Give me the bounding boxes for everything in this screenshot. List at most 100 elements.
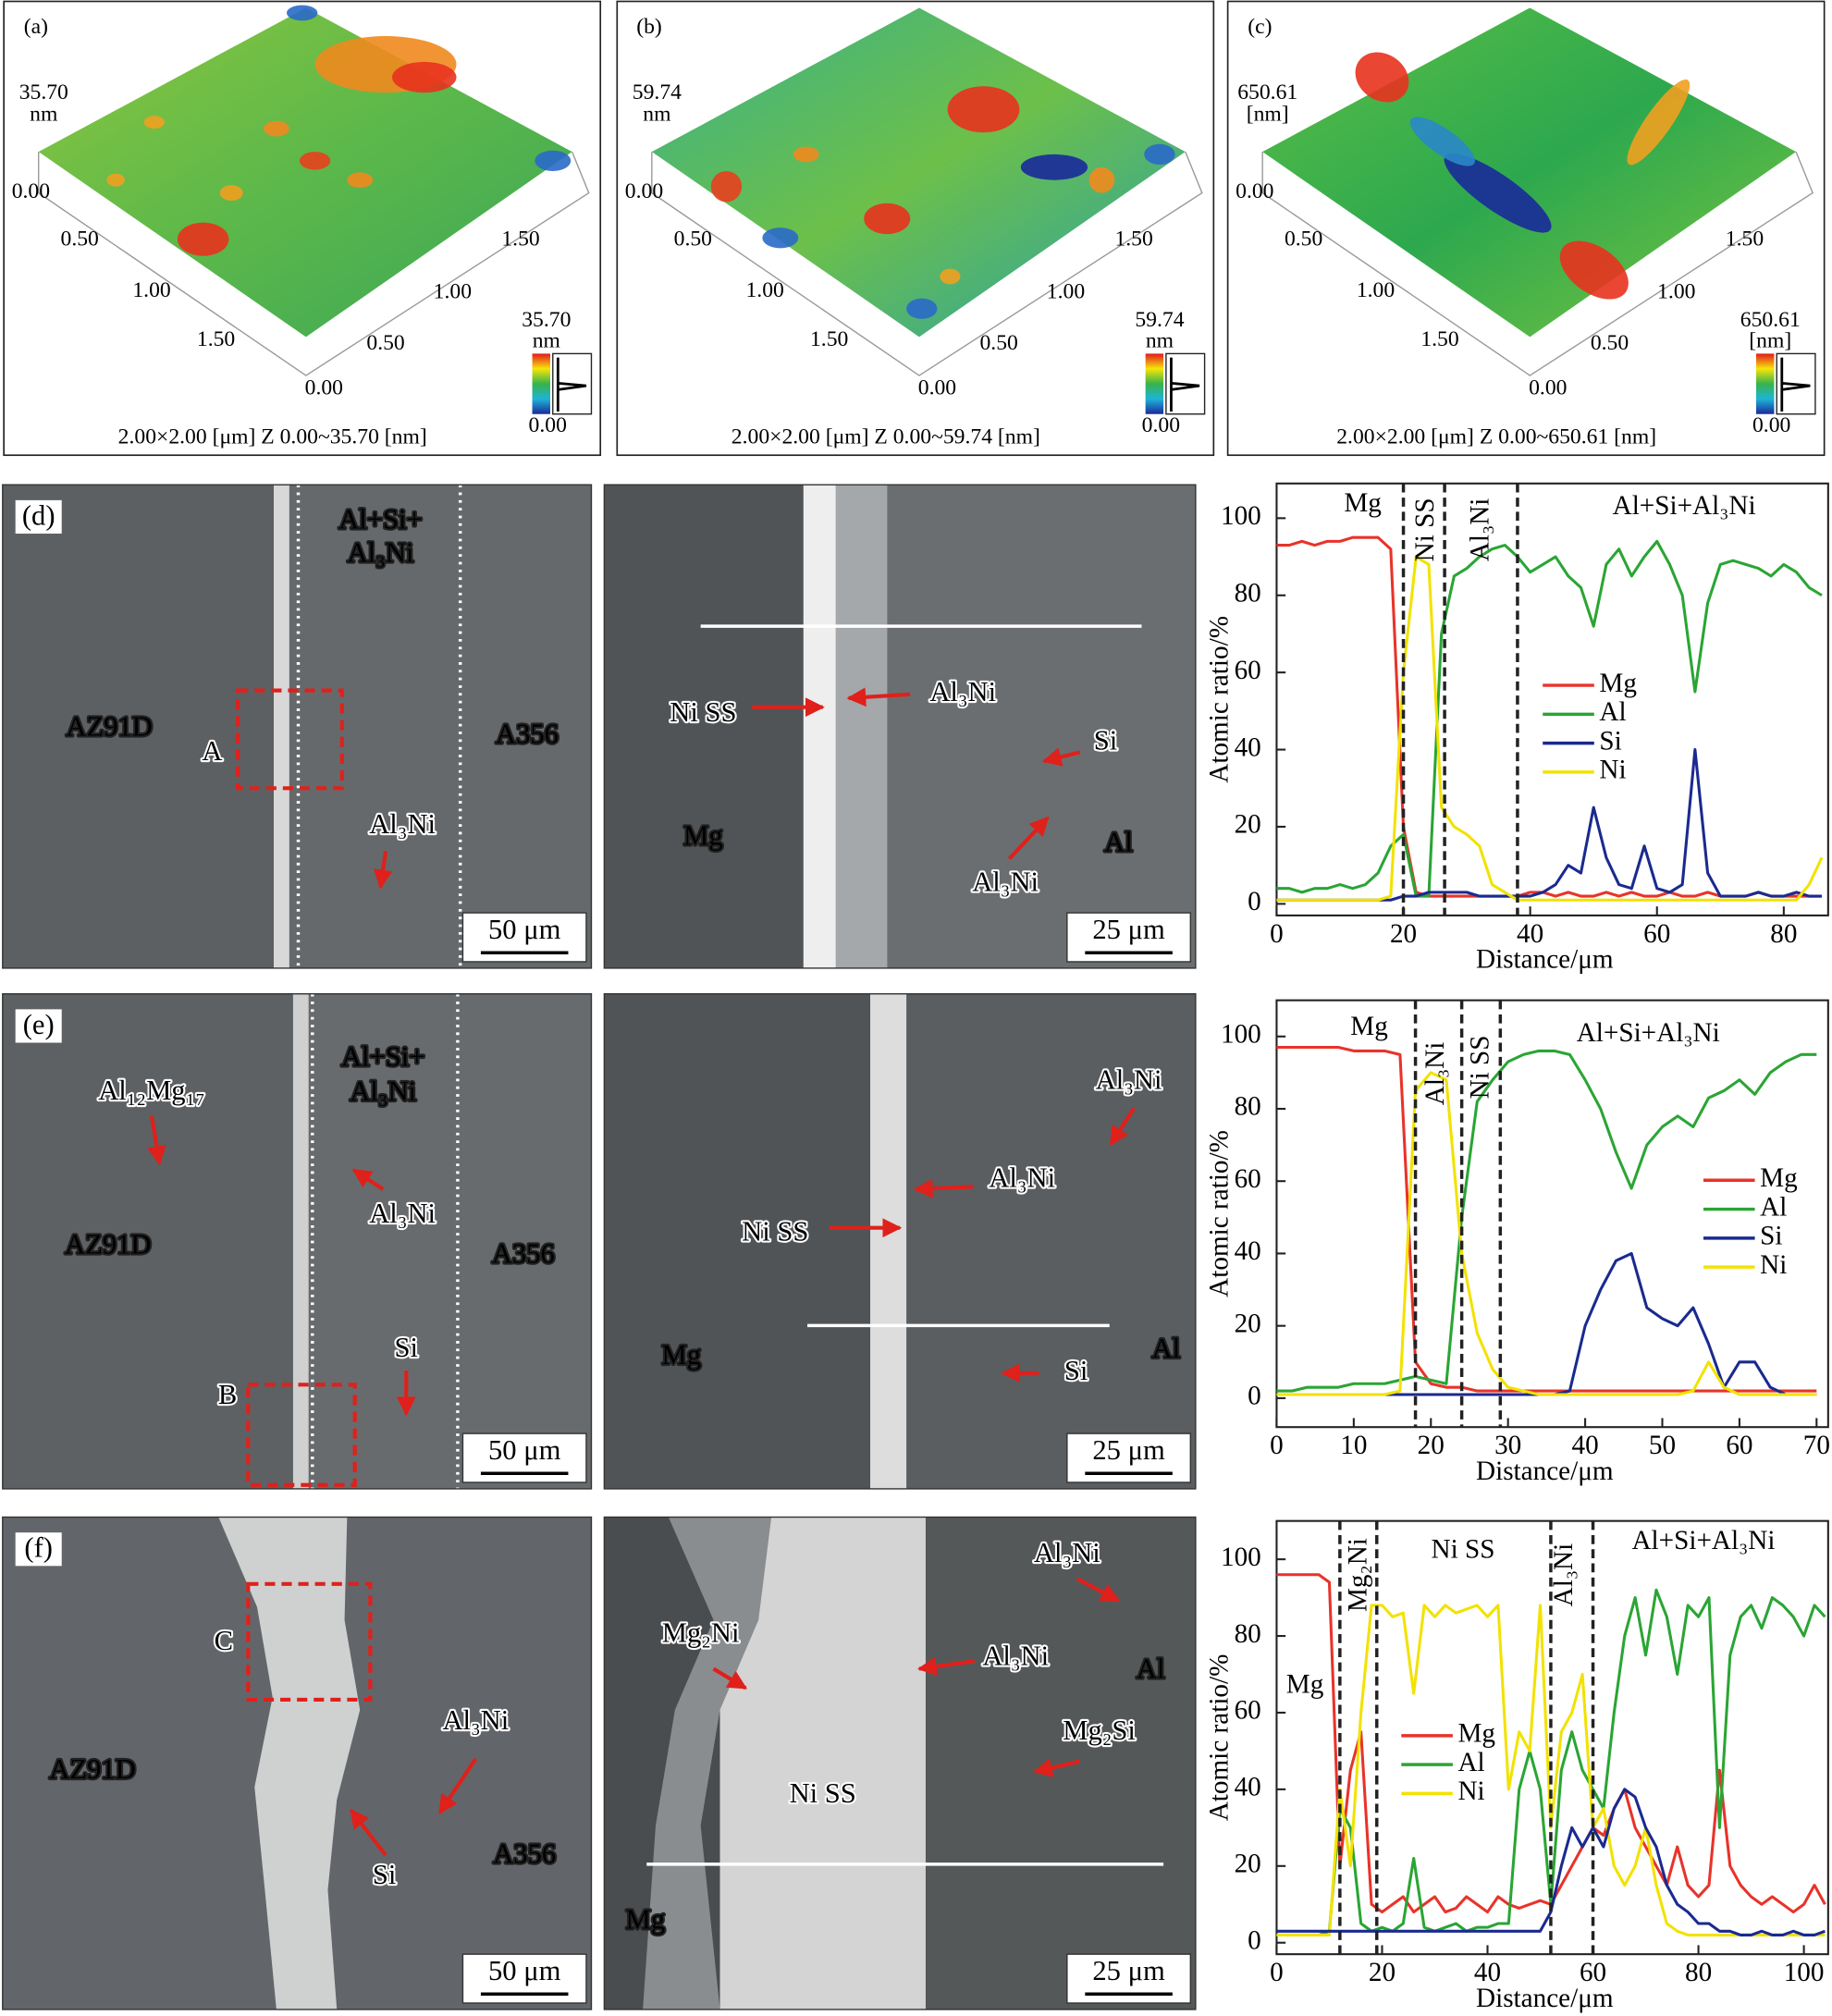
scale-bar-label: 25 μm: [1092, 1434, 1165, 1466]
afm-histogram: [1170, 357, 1200, 412]
data-line: [1276, 1071, 1817, 1396]
afm-axis-tick: 1.50: [197, 327, 235, 351]
arrow: [1007, 816, 1050, 861]
afm-histogram: [1780, 357, 1811, 412]
legend-label: Al: [1457, 1748, 1484, 1777]
afm-feature: [106, 173, 125, 187]
afm-feature: [392, 61, 457, 93]
region-label: Al+Si+Al₃Ni: [1631, 1526, 1775, 1555]
afm-feature: [219, 185, 243, 201]
afm-colorbar: [1755, 353, 1775, 414]
afm-feature: [1020, 154, 1088, 180]
panel-label: (f): [24, 1532, 53, 1564]
y-tick-label: 20: [1235, 810, 1261, 840]
sem-label: Al₃Ni: [348, 537, 414, 569]
region-label: Mg: [1286, 1670, 1324, 1700]
sem-label: Al₃Ni: [369, 808, 436, 840]
afm-axis-tick: 1.50: [1114, 227, 1152, 251]
legend-label: Mg: [1457, 1719, 1495, 1749]
sem-label: Al₃Ni: [369, 1198, 436, 1229]
region-label: Ni SS: [1466, 1035, 1495, 1099]
afm-axis-tick: 1.50: [1420, 327, 1458, 351]
legend-label: Mg: [1599, 669, 1637, 698]
region-label: Al+Si+Al₃Ni: [1613, 491, 1756, 521]
afm-axis-tick: 0.50: [674, 227, 712, 251]
afm-feature: [535, 150, 572, 171]
data-line: [1276, 555, 1824, 902]
afm-feature: [263, 120, 289, 137]
sem-region: [289, 485, 592, 968]
afm-colorbar-max: 35.70: [522, 308, 571, 332]
afm-z-max: 59.74: [633, 80, 682, 104]
y-tick-label: 100: [1221, 1543, 1261, 1572]
sem-label: Ni SS: [790, 1777, 856, 1809]
afm-feature: [1355, 52, 1409, 103]
afm-feature: [1088, 166, 1115, 193]
sem-region: [2, 993, 293, 1489]
y-tick-label: 20: [1235, 1850, 1261, 1879]
y-tick-label: 80: [1235, 1092, 1261, 1122]
sem-label: Ni SS: [742, 1216, 808, 1248]
arrow: [351, 1168, 385, 1191]
afm-feature: [1444, 153, 1552, 233]
afm-caption: 2.00×2.00 [μm] Z 0.00~650.61 [nm]: [1336, 425, 1656, 449]
afm-feature: [906, 298, 938, 319]
sem-region: [604, 993, 871, 1489]
y-tick-label: 60: [1235, 656, 1261, 685]
sem-label: Al₃Ni: [929, 676, 996, 707]
sem-label: Al₃Ni: [989, 1162, 1055, 1193]
scale-bar-label: 25 μm: [1092, 914, 1165, 945]
afm-axis-tick: 1.00: [434, 279, 472, 303]
sem-label: Mg₂Si: [1063, 1715, 1136, 1746]
sem-region: [803, 485, 836, 968]
sem-label: Al: [1152, 1333, 1181, 1364]
legend-label: Ni: [1760, 1250, 1787, 1280]
x-tick-label: 40: [1474, 1958, 1501, 1987]
x-tick-label: 20: [1390, 919, 1417, 949]
sem-region: [835, 485, 888, 968]
afm-axis-tick: 1.50: [1726, 227, 1764, 251]
afm-feature: [347, 172, 374, 189]
x-axis-title: Distance/μm: [1476, 1984, 1614, 2013]
plot-frame: [1275, 999, 1829, 1429]
afm-label: (a): [24, 15, 48, 39]
afm-label: (c): [1248, 15, 1272, 39]
afm-histogram: [556, 357, 587, 412]
sem-label: Al₃Ni: [350, 1076, 416, 1107]
sem-label: Ni SS: [670, 696, 736, 728]
afm-feature: [1144, 143, 1175, 166]
x-tick-label: 80: [1770, 919, 1797, 949]
afm-feature: [287, 5, 318, 21]
sem-label: AZ91D: [65, 1229, 151, 1260]
afm-axis-tick: 1.00: [1657, 279, 1695, 303]
sem-region: [292, 993, 309, 1489]
sem-region: [925, 1517, 1196, 2010]
sem-overlay: [246, 1383, 357, 1487]
x-axis-title: Distance/μm: [1476, 1457, 1614, 1486]
y-tick-label: 80: [1235, 1619, 1261, 1649]
x-tick-label: 40: [1517, 919, 1543, 949]
arrow: [913, 1178, 974, 1199]
x-tick-label: 60: [1726, 1431, 1752, 1460]
arrow: [349, 1808, 387, 1857]
afm-axis-tick: 0.50: [1591, 331, 1629, 355]
y-axis-title: Atomic ratio/%: [1204, 1130, 1234, 1297]
afm-surface: [651, 7, 1186, 338]
y-tick-label: 80: [1235, 578, 1261, 608]
legend-label: Al: [1760, 1192, 1787, 1222]
sem-label: Al+Si+: [338, 504, 423, 535]
region-label: Mg₂Ni: [1344, 1538, 1373, 1612]
x-tick-label: 0: [1270, 1958, 1284, 1987]
afm-axis-tick: 1.00: [1357, 278, 1395, 302]
legend-label: Si: [1760, 1222, 1782, 1251]
afm-feature: [940, 268, 961, 285]
sem-region: [906, 993, 1196, 1489]
sem-frame: [2, 484, 593, 969]
afm-axis-tick: 0.00: [1529, 376, 1567, 400]
afm-caption: 2.00×2.00 [μm] Z 0.00~59.74 [nm]: [732, 425, 1040, 449]
x-tick-label: 70: [1803, 1431, 1830, 1460]
x-tick-label: 0: [1270, 919, 1284, 949]
y-tick-label: 0: [1248, 1382, 1261, 1411]
region-label: Al₃Ni: [1420, 1042, 1450, 1106]
data-line: [1276, 1045, 1817, 1393]
